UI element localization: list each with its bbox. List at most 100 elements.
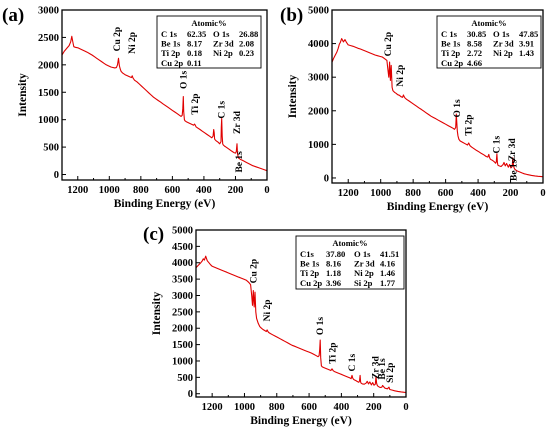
inset-value: 41.51	[380, 249, 399, 259]
inset-value: 1.18	[326, 268, 342, 278]
inset-value: 1.43	[519, 48, 534, 58]
inset-element: Ti 2p	[441, 48, 460, 58]
y-tick-label: 0	[188, 389, 193, 400]
inset-value: 30.85	[467, 29, 486, 39]
peak-label-c-1s: C 1s	[217, 101, 227, 119]
y-tick-label: 3000	[172, 291, 193, 302]
y-tick-label: 500	[177, 373, 193, 384]
y-tick-label: 1000	[172, 356, 193, 367]
inset-value: 8.17	[187, 39, 203, 49]
x-tick-label: 400	[196, 185, 212, 196]
y-axis-title: Intensity	[287, 75, 299, 119]
inset-value: 3.96	[326, 278, 342, 288]
inset-title: Atomic%	[332, 238, 367, 248]
peak-label-cu-2p: Cu 2p	[384, 32, 394, 57]
x-tick-label: 200	[503, 188, 519, 199]
panel-a: (a)1200 1000 800 600 400 200 00500100015002000…	[2, 5, 270, 210]
y-tick-label: 500	[43, 143, 59, 154]
x-tick-label: 800	[405, 188, 421, 199]
composition-inset	[156, 15, 262, 69]
inset-element: Ti 2p	[161, 48, 180, 58]
inset-element: Ni 2p	[213, 48, 233, 58]
inset-value: 2.72	[467, 48, 482, 58]
y-tick-label: 2000	[172, 324, 193, 335]
inset-element: O 1s	[213, 29, 230, 39]
x-tick-label: 0	[264, 185, 269, 196]
peak-label-be-1s: Be 1s	[378, 358, 388, 380]
inset-element: Cu 2p	[161, 58, 183, 68]
x-tick-label: 800	[269, 402, 285, 413]
y-tick-label: 2000	[308, 106, 329, 117]
composition-inset	[436, 15, 542, 69]
inset-element: Ni 2p	[354, 268, 374, 278]
inset-element: Cu 2p	[300, 278, 322, 288]
inset-value: 1.46	[380, 268, 396, 278]
peak-label-ti-2p: Ti 2p	[329, 342, 339, 363]
peak-label-be-1s: Be 1s	[509, 159, 519, 181]
composition-inset	[295, 235, 405, 290]
y-tick-label: 4000	[308, 39, 329, 50]
inset-value: 4.66	[467, 58, 483, 68]
inset-element: Be 1s	[300, 259, 320, 269]
y-tick-label: 4000	[172, 258, 193, 269]
x-axis-title: Binding Energy (eV)	[250, 415, 352, 427]
peak-label-ni-2p: Ni 2p	[128, 32, 138, 54]
peak-label-o-1s: O 1s	[453, 99, 463, 118]
x-tick-label: 200	[366, 402, 382, 413]
plot-frame	[61, 9, 268, 181]
y-axis-title: Intensity	[17, 73, 29, 117]
panel-b: (b)1200 1000 800 600 400 200 00100020003000400…	[280, 5, 546, 213]
y-tick-label: 1500	[172, 340, 193, 351]
x-tick-label: 1200	[67, 185, 88, 196]
x-tick-label: 600	[165, 185, 181, 196]
peak-label-ti-2p: Ti 2p	[191, 93, 201, 114]
y-tick-label: 0	[324, 173, 329, 184]
inset-element: Be 1s	[161, 39, 181, 49]
inset-value: 0.18	[187, 48, 203, 58]
peak-label-be-1s: Be 1s	[235, 151, 245, 173]
inset-element: Ti 2p	[300, 268, 319, 278]
peak-label-zr-3d: Zr 3d	[508, 138, 518, 162]
inset-value: 62.35	[187, 29, 206, 39]
x-tick-label: 200	[228, 185, 244, 196]
x-tick-label: 1200	[338, 188, 359, 199]
panel-c: (c)1200 1000 800 600 400 200 00500100015002000…	[143, 224, 409, 427]
x-axis-title: Binding Energy (eV)	[114, 198, 216, 210]
y-tick-label: 3500	[172, 275, 193, 286]
inset-value: 47.85	[519, 29, 538, 39]
y-axis-title: Intensity	[151, 292, 163, 336]
inset-value: 1.77	[380, 278, 396, 288]
x-tick-label: 600	[438, 188, 454, 199]
inset-value: 0.11	[187, 58, 202, 68]
inset-value: 0.23	[239, 48, 254, 58]
panel-label: (a)	[2, 5, 24, 26]
inset-title: Atomic%	[471, 18, 506, 28]
inset-element: Be 1s	[441, 39, 461, 49]
inset-element: Cu 2p	[441, 58, 463, 68]
inset-title: Atomic%	[191, 18, 226, 28]
panel-label: (c)	[143, 224, 164, 245]
x-tick-label: 600	[301, 402, 317, 413]
x-tick-label: 1000	[99, 185, 120, 196]
panel-label: (b)	[280, 5, 303, 26]
inset-value: 8.58	[467, 39, 483, 49]
inset-element: C 1s	[161, 29, 178, 39]
inset-element: Zr 3d	[213, 39, 234, 49]
y-tick-label: 0	[54, 170, 59, 181]
y-tick-label: 5000	[172, 226, 193, 237]
inset-value: 3.91	[519, 39, 534, 49]
y-tick-label: 4500	[172, 242, 193, 253]
x-axis-title: Binding Energy (eV)	[387, 201, 489, 213]
y-tick-label: 1000	[308, 140, 329, 151]
y-tick-label: 3000	[308, 73, 329, 84]
y-tick-label: 2500	[172, 307, 193, 318]
peak-label-o-1s: O 1s	[179, 70, 189, 89]
plot-frame	[331, 9, 544, 184]
y-tick-label: 2500	[38, 33, 59, 44]
inset-element: Zr 3d	[354, 259, 375, 269]
y-tick-label: 5000	[308, 6, 329, 17]
inset-element: C1s	[300, 249, 315, 259]
inset-value: 37.80	[326, 249, 345, 259]
inset-element: Zr 3d	[493, 39, 514, 49]
